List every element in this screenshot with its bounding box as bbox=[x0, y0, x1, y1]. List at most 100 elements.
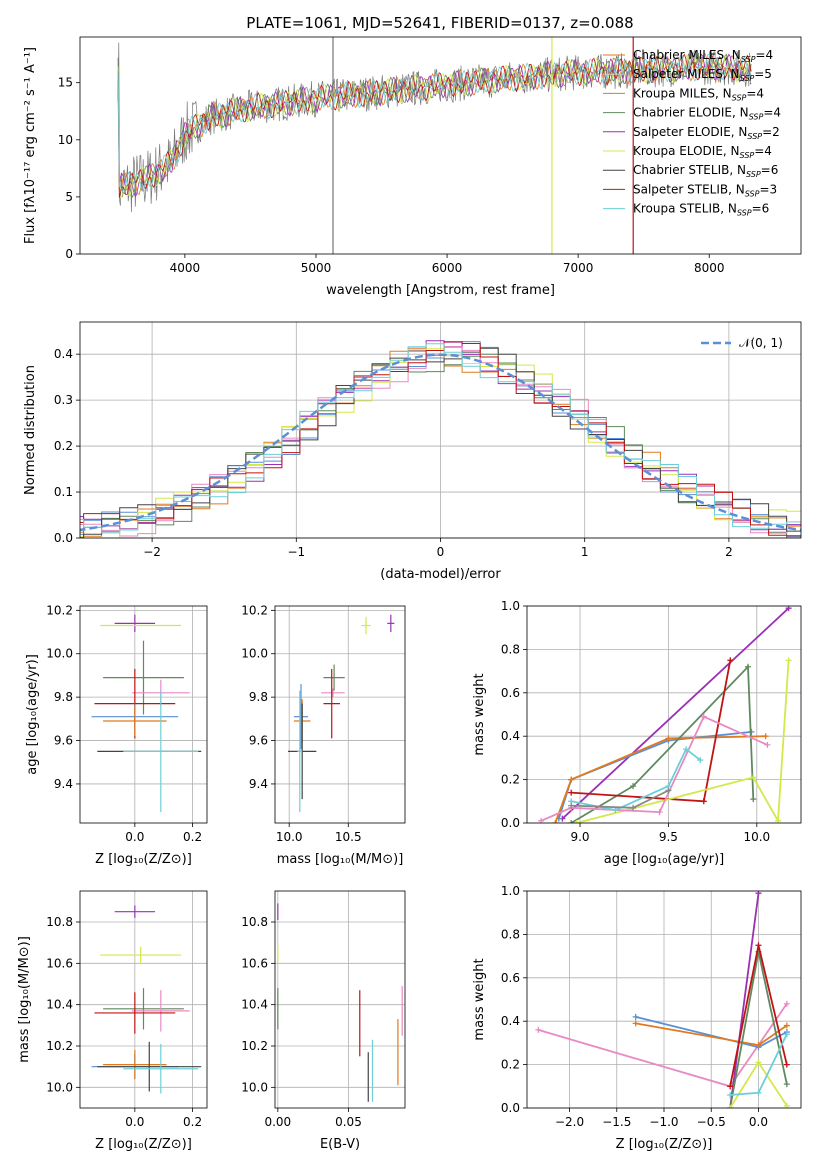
x-tick-label: 0.0 bbox=[125, 830, 144, 844]
legend-entry: Salpeter MILES, NSSP=5 bbox=[633, 67, 772, 83]
legend-entry-base: Kroupa ELODIE, N bbox=[633, 144, 740, 158]
y-tick-label: 0.0 bbox=[54, 531, 73, 545]
legend-entry-sub: SSP bbox=[740, 151, 755, 160]
x-tick-label: 0.0 bbox=[125, 1115, 144, 1129]
legend-entry-tail: =2 bbox=[762, 125, 780, 139]
weight-point-marker bbox=[535, 1026, 542, 1033]
legend-entry-tail: =4 bbox=[755, 48, 773, 62]
x-tick-label: 0.2 bbox=[183, 830, 202, 844]
x-tick-label: 8000 bbox=[694, 261, 725, 275]
y-tick-label: 9.8 bbox=[249, 690, 268, 704]
weight-point-marker bbox=[727, 1091, 734, 1098]
histogram-frame bbox=[79, 321, 802, 539]
y-tick-label: 0.0 bbox=[501, 1101, 520, 1115]
x-axis-label: mass [log₁₀(M/M⊙)] bbox=[277, 852, 404, 867]
legend-entry-sub: SSP bbox=[745, 189, 760, 198]
x-tick-label: 2 bbox=[725, 545, 733, 559]
weight-point-marker bbox=[630, 783, 637, 790]
weight-point-marker bbox=[632, 1013, 639, 1020]
mass_vs_ebv-frame bbox=[274, 890, 406, 1109]
x-tick-label: −2 bbox=[143, 545, 161, 559]
weight-series-line bbox=[570, 664, 755, 823]
y-tick-label: 0.0 bbox=[501, 816, 520, 830]
weight-point-marker bbox=[750, 796, 757, 803]
weight-series-line bbox=[557, 731, 752, 819]
weight-point-marker bbox=[783, 1081, 790, 1088]
x-tick-label: −0.5 bbox=[697, 1115, 726, 1129]
weight-point-marker bbox=[630, 804, 637, 811]
legend-entry-base: Chabrier STELIB, N bbox=[633, 163, 746, 177]
x-axis-label: age [log₁₀(age/yr)] bbox=[604, 852, 725, 867]
x-tick-label: −1.5 bbox=[602, 1115, 631, 1129]
y-axis-label: mass weight bbox=[472, 958, 487, 1040]
weight-point-marker bbox=[700, 713, 707, 720]
legend-entry-tail: =6 bbox=[761, 163, 779, 177]
y-tick-label: 10.4 bbox=[241, 998, 268, 1012]
x-tick-label: 1 bbox=[581, 545, 589, 559]
weight-point-marker bbox=[783, 1000, 790, 1007]
y-tick-label: 10.2 bbox=[46, 1039, 73, 1053]
y-tick-label: 1.0 bbox=[501, 599, 520, 613]
x-axis-label: Z [log₁₀(Z/Z⊙)] bbox=[95, 852, 192, 867]
weight-series-line bbox=[554, 735, 766, 823]
legend-entry: Chabrier ELODIE, NSSP=4 bbox=[633, 106, 781, 122]
y-tick-label: 0.8 bbox=[501, 927, 520, 941]
x-tick-label: 4000 bbox=[170, 261, 201, 275]
y-tick-label: 10.0 bbox=[46, 647, 73, 661]
x-tick-label: 0.0 bbox=[749, 1115, 768, 1129]
weight-point-marker bbox=[785, 657, 792, 664]
legend-entry-tail: =4 bbox=[746, 86, 764, 100]
x-axis-label: Z [log₁₀(Z/Z⊙)] bbox=[616, 1137, 713, 1152]
y-tick-label: 0.2 bbox=[54, 439, 73, 453]
legend-entry-sub: SSP bbox=[746, 170, 761, 179]
y-tick-label: 10.8 bbox=[241, 915, 268, 929]
y-tick-label: 5 bbox=[65, 190, 73, 204]
y-tick-label: 9.4 bbox=[54, 777, 73, 791]
legend-entry-tail: =4 bbox=[763, 106, 781, 120]
y-axis-label: mass [log₁₀(M/M⊙)] bbox=[17, 936, 32, 1063]
x-tick-label: 0.05 bbox=[335, 1115, 362, 1129]
legend-entry-sub: SSP bbox=[747, 132, 762, 141]
y-tick-label: 0.8 bbox=[501, 642, 520, 656]
weight-point-marker bbox=[727, 1083, 734, 1090]
legend-entry-base: Salpeter STELIB, N bbox=[633, 182, 745, 196]
y-tick-label: 10 bbox=[58, 133, 73, 147]
y-tick-label: 10.0 bbox=[241, 1080, 268, 1094]
y-tick-label: 10.6 bbox=[241, 956, 268, 970]
mass_vs_ebv-points bbox=[277, 903, 403, 1102]
x-tick-label: 0 bbox=[437, 545, 445, 559]
x-tick-label: 9.5 bbox=[659, 830, 678, 844]
legend-entry: Salpeter STELIB, NSSP=3 bbox=[633, 182, 777, 198]
legend-entry-base: Chabrier MILES, N bbox=[633, 48, 741, 62]
weight_vs_age-frame bbox=[526, 605, 802, 824]
weight-point-marker bbox=[783, 1022, 790, 1029]
figure-title: PLATE=1061, MJD=52641, FIBERID=0137, z=0… bbox=[246, 14, 633, 32]
weight_vs_Z-axes bbox=[523, 890, 801, 1112]
weight-point-marker bbox=[755, 942, 762, 949]
y-tick-label: 10.2 bbox=[241, 603, 268, 617]
weight-point-marker bbox=[573, 820, 580, 823]
y-tick-label: 10.0 bbox=[241, 647, 268, 661]
weight-point-marker bbox=[552, 820, 559, 823]
weight-point-marker bbox=[568, 820, 575, 823]
weight_vs_age-lines bbox=[538, 606, 792, 823]
y-tick-label: 9.6 bbox=[54, 734, 73, 748]
legend-entry: Kroupa STELIB, NSSP=6 bbox=[633, 202, 769, 218]
age_vs_mass-points bbox=[288, 614, 395, 813]
weight-point-marker bbox=[755, 1059, 762, 1066]
y-tick-label: 0.6 bbox=[501, 686, 520, 700]
x-tick-label: 0.00 bbox=[264, 1115, 291, 1129]
spectrum-model-line bbox=[117, 53, 752, 197]
weight-point-marker bbox=[764, 741, 771, 748]
weight-point-marker bbox=[783, 1061, 790, 1068]
y-tick-label: 0.4 bbox=[501, 729, 520, 743]
spectrum-frame bbox=[79, 36, 802, 255]
weight-point-marker bbox=[697, 757, 704, 764]
legend-entry-base: Salpeter MILES, N bbox=[633, 67, 740, 81]
y-tick-label: 10.4 bbox=[46, 998, 73, 1012]
y-tick-label: 10.2 bbox=[241, 1039, 268, 1053]
y-tick-label: 0.4 bbox=[501, 1014, 520, 1028]
y-tick-label: 10.2 bbox=[46, 603, 73, 617]
weight-point-marker bbox=[656, 809, 663, 816]
